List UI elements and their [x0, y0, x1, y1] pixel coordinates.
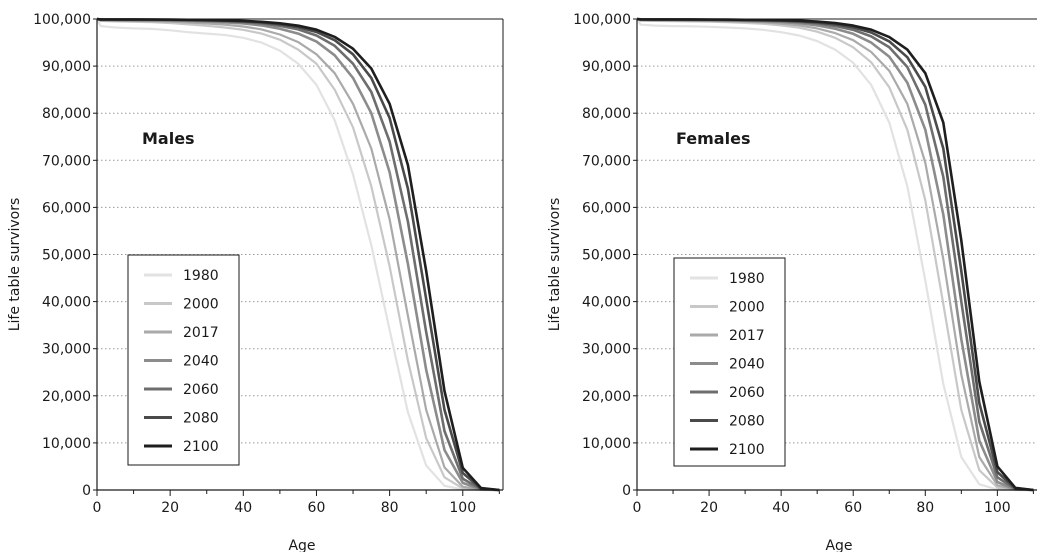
x-tick-label: 80: [916, 500, 934, 516]
y-tick-label: 100,000: [33, 12, 91, 28]
legend-label: 2000: [183, 297, 219, 313]
y-tick-label: 40,000: [42, 295, 91, 311]
y-tick-label: 0: [622, 483, 631, 499]
x-tick-label: 20: [700, 500, 718, 516]
x-tick-label: 60: [844, 500, 862, 516]
x-tick-label: 0: [633, 500, 642, 516]
legend-label: 2040: [183, 354, 219, 370]
y-tick-label: 80,000: [42, 106, 91, 122]
x-tick-label: 60: [308, 500, 326, 516]
x-tick-label: 40: [234, 500, 252, 516]
legend-label: 2060: [729, 385, 765, 401]
x-tick-label: 80: [381, 500, 399, 516]
y-axis-title: Life table survivors: [547, 198, 563, 332]
x-axis-title: Age: [288, 538, 315, 552]
legend-label: 2000: [729, 300, 765, 316]
y-tick-label: 90,000: [582, 59, 631, 75]
panel-label: Males: [142, 129, 195, 148]
legend-label: 2100: [183, 439, 219, 455]
x-tick-label: 0: [93, 500, 102, 516]
y-tick-label: 100,000: [573, 12, 631, 28]
legend-label: 2017: [183, 325, 219, 341]
y-tick-label: 50,000: [582, 248, 631, 264]
y-tick-label: 30,000: [582, 342, 631, 358]
y-tick-label: 50,000: [42, 248, 91, 264]
x-tick-label: 40: [772, 500, 790, 516]
y-tick-label: 20,000: [42, 389, 91, 405]
y-tick-label: 10,000: [582, 436, 631, 452]
y-tick-label: 70,000: [582, 153, 631, 169]
y-tick-label: 60,000: [582, 200, 631, 216]
x-tick-label: 20: [161, 500, 179, 516]
series-line-1980: [636, 18, 1034, 492]
females-chart-panel: 0 10,000 20,000 30,000 40,000 50,000 60,000 70,…: [547, 12, 1037, 552]
x-tick-label: 100: [984, 500, 1011, 516]
x-tick-label: 100: [449, 500, 476, 516]
y-tick-label: 0: [82, 483, 91, 499]
y-tick-label: 80,000: [582, 106, 631, 122]
legend-label: 1980: [729, 271, 765, 287]
y-tick-label: 40,000: [582, 295, 631, 311]
legend: 1980 2000 2017 2040 2060 2080 2100: [673, 257, 786, 467]
panel-label: Females: [676, 129, 750, 148]
legend-label: 2040: [729, 357, 765, 373]
legend-label: 2080: [729, 414, 765, 430]
legend-label: 2100: [729, 442, 765, 458]
y-tick-label: 20,000: [582, 389, 631, 405]
series-line-1980: [96, 18, 500, 492]
legend-label: 2060: [183, 382, 219, 398]
legend-label: 2017: [729, 328, 765, 344]
y-tick-label: 70,000: [42, 153, 91, 169]
legend-label: 2080: [183, 411, 219, 427]
males-chart-panel: 0 10,000 20,000 30,000 40,000 50,000 60,000 70,…: [7, 12, 504, 552]
y-tick-label: 90,000: [42, 59, 91, 75]
x-axis-title: Age: [825, 538, 852, 552]
y-tick-label: 30,000: [42, 342, 91, 358]
y-tick-label: 10,000: [42, 436, 91, 452]
legend-label: 1980: [183, 268, 219, 284]
y-axis-title: Life table survivors: [7, 198, 23, 332]
y-tick-label: 60,000: [42, 200, 91, 216]
legend: 1980 2000 2017 2040 2060 2080 2100: [127, 254, 240, 466]
